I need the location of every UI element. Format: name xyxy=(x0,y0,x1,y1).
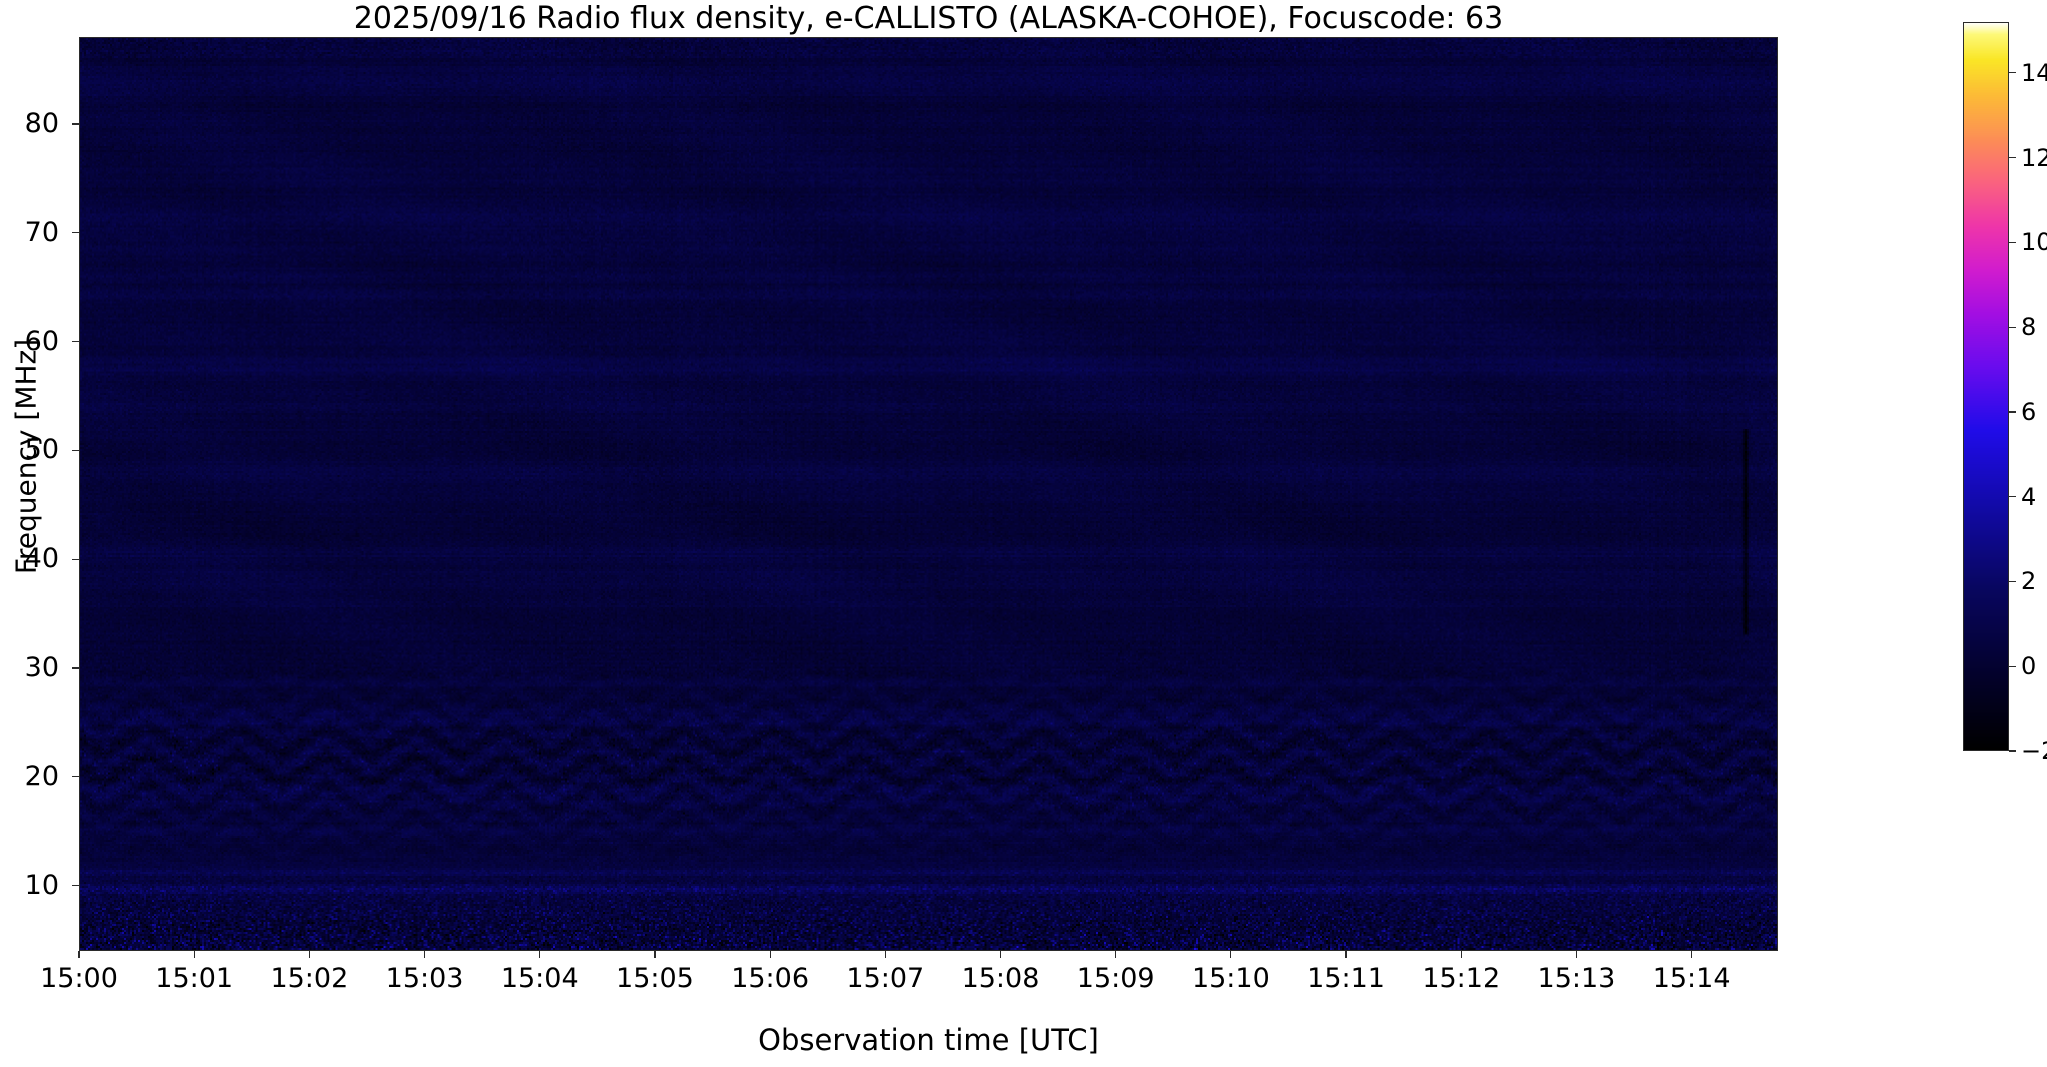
colorbar-tick-mark xyxy=(2009,665,2016,667)
colorbar-tick-label: 0 xyxy=(2021,652,2037,681)
colorbar-axes[interactable] xyxy=(1963,22,2009,751)
colorbar-gradient xyxy=(1964,23,2008,750)
y-tick-label: 20 xyxy=(24,760,59,792)
colorbar-tick-mark xyxy=(2009,411,2016,413)
y-tick-mark xyxy=(72,558,79,560)
x-tick-mark xyxy=(1460,951,1462,958)
x-tick-mark xyxy=(1575,951,1577,958)
y-tick-mark xyxy=(72,341,79,343)
x-tick-mark xyxy=(1115,951,1117,958)
x-tick-mark xyxy=(308,951,310,958)
x-tick-mark xyxy=(78,951,80,958)
x-tick-mark xyxy=(884,951,886,958)
x-tick-mark xyxy=(1345,951,1347,958)
x-tick-label: 15:03 xyxy=(385,963,464,994)
y-tick-label: 80 xyxy=(24,108,59,140)
colorbar-tick-label: 8 xyxy=(2021,313,2037,342)
y-tick-label: 40 xyxy=(24,543,59,575)
x-tick-mark xyxy=(654,951,656,958)
x-tick-label: 15:09 xyxy=(1076,963,1155,994)
y-tick-label: 30 xyxy=(24,652,59,684)
x-tick-label: 15:05 xyxy=(616,963,694,994)
x-tick-mark xyxy=(999,951,1002,958)
x-tick-label: 15:07 xyxy=(846,963,925,994)
x-tick-label: 15:10 xyxy=(1191,963,1270,994)
x-tick-label: 15:01 xyxy=(155,963,234,994)
colorbar-tick-label: −2 xyxy=(2021,737,2047,765)
x-tick-mark xyxy=(423,951,426,958)
y-tick-mark xyxy=(72,232,79,234)
colorbar-tick-mark xyxy=(2009,580,2016,583)
spectrogram-image xyxy=(80,38,1777,950)
x-tick-label: 15:04 xyxy=(500,963,579,994)
x-tick-label: 15:11 xyxy=(1307,963,1385,994)
colorbar-tick-label: 2 xyxy=(2021,567,2037,596)
page-title: 2025/09/16 Radio flux density, e-CALLIST… xyxy=(353,1,1504,36)
y-tick-label: 10 xyxy=(24,869,59,901)
y-tick-mark xyxy=(72,449,79,452)
y-tick-mark xyxy=(72,667,79,669)
x-tick-label: 15:13 xyxy=(1537,963,1616,994)
x-tick-mark xyxy=(193,951,195,958)
spectrogram-axes[interactable] xyxy=(79,37,1778,951)
colorbar-tick-label: 14 xyxy=(2021,58,2047,87)
y-tick-label: 60 xyxy=(24,325,59,357)
x-tick-label: 15:14 xyxy=(1652,963,1731,994)
colorbar-tick-label: 12 xyxy=(2021,143,2047,172)
colorbar-tick-label: 6 xyxy=(2021,397,2037,426)
x-tick-label: 15:06 xyxy=(731,963,810,994)
y-tick-mark xyxy=(72,776,79,778)
y-tick-label: 70 xyxy=(24,216,59,248)
colorbar-tick-mark xyxy=(2009,326,2016,328)
colorbar-tick-mark xyxy=(2009,750,2016,752)
x-tick-label: 15:08 xyxy=(961,963,1040,994)
x-axis-label: Observation time [UTC] xyxy=(758,1023,1099,1057)
colorbar-tick-label: 10 xyxy=(2021,228,2047,257)
y-axis-label: Frequency [MHz] xyxy=(9,338,43,575)
x-tick-label: 15:12 xyxy=(1422,963,1501,994)
y-tick-mark xyxy=(72,885,79,887)
colorbar-tick-mark xyxy=(2009,72,2016,74)
x-tick-mark xyxy=(769,951,771,958)
y-tick-label: 50 xyxy=(24,434,59,466)
x-tick-mark xyxy=(1691,951,1693,958)
y-tick-mark xyxy=(72,123,79,125)
colorbar-tick-mark xyxy=(2009,496,2016,498)
colorbar-tick-label: 4 xyxy=(2021,482,2037,511)
colorbar-tick-mark xyxy=(2009,241,2016,243)
x-tick-mark xyxy=(539,951,541,958)
colorbar-tick-mark xyxy=(2009,157,2016,159)
x-tick-mark xyxy=(1230,951,1232,958)
x-tick-label: 15:00 xyxy=(40,963,118,994)
x-tick-label: 15:02 xyxy=(270,963,349,994)
